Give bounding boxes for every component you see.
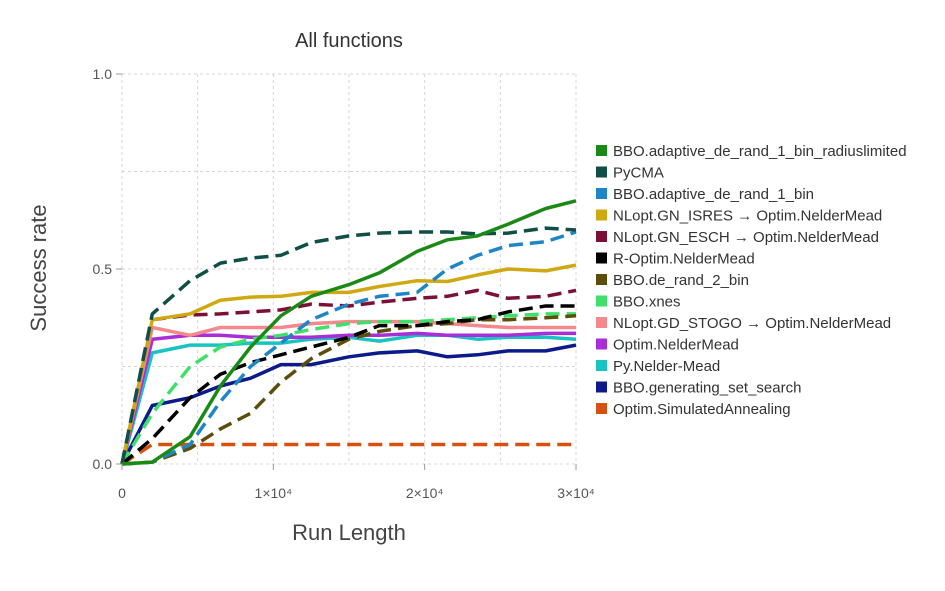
legend-swatch-nlopt-gn-isres-optim-neldermead: [596, 209, 607, 221]
y-tick-label: 0.0: [93, 456, 113, 472]
legend-label-nlopt-gn-esch-optim-neldermead: NLopt.GN_ESCH → Optim.NelderMead: [613, 229, 879, 246]
series-lines: [120, 199, 577, 466]
y-tick-label: 0.5: [93, 261, 113, 277]
legend: BBO.adaptive_de_rand_1_bin_radiuslimited…: [596, 143, 907, 418]
series-line-optim-simulatedannealing: [121, 442, 576, 466]
legend-label-optim-neldermead: Optim.NelderMead: [613, 337, 739, 354]
x-tick-label: 3×10⁴: [557, 485, 595, 501]
series-line-pycma: [120, 226, 577, 465]
series-line-bbo-adaptive-de-rand-1-bin: [121, 230, 577, 466]
legend-label-bbo-adaptive-de-rand-1-bin: BBO.adaptive_de_rand_1_bin: [613, 186, 814, 203]
legend-label-bbo-generating-set-search: BBO.generating_set_search: [613, 380, 801, 397]
legend-swatch-bbo-generating-set-search: [596, 381, 607, 393]
axes: 0.0 0.5 1.0 0 1×10⁴ 2×10⁴ 3×10⁴: [93, 66, 595, 501]
legend-label-bbo-xnes: BBO.xnes: [613, 294, 681, 311]
series-line-bbo-de-rand-2-bin: [121, 314, 577, 466]
legend-swatch-optim-simulatedannealing: [596, 403, 607, 414]
legend-label-nlopt-gn-isres-optim-neldermead: NLopt.GN_ISRES → Optim.NelderMead: [613, 208, 882, 225]
x-tick-label: 0: [118, 485, 126, 501]
legend-swatch-bbo-xnes: [596, 295, 607, 307]
series-line-nlopt-gd-stogo-optim-neldermead: [120, 319, 576, 465]
x-tick-label: 2×10⁴: [406, 485, 444, 501]
y-tick-label: 1.0: [93, 66, 113, 82]
legend-swatch-bbo-de-rand-2-bin: [596, 274, 607, 285]
legend-swatch-pycma: [596, 166, 607, 178]
legend-label-pycma: PyCMA: [613, 165, 664, 182]
legend-swatch-py-nelder-mead: [596, 360, 607, 371]
y-axis-title: Success rate: [26, 204, 51, 331]
legend-label-r-optim-neldermead: R-Optim.NelderMead: [613, 251, 755, 268]
series-line-optim-neldermead: [120, 331, 576, 465]
legend-label-optim-simulatedannealing: Optim.SimulatedAnnealing: [613, 401, 791, 418]
x-tick-label: 1×10⁴: [255, 485, 293, 501]
series-line-bbo-xnes: [120, 312, 576, 465]
series-line-r-optim-neldermead: [120, 304, 576, 466]
series-line-bbo-adaptive-de-rand-1-bin-radiuslimited: [121, 199, 577, 466]
legend-swatch-optim-neldermead: [596, 338, 607, 350]
legend-swatch-r-optim-neldermead: [596, 252, 607, 264]
legend-swatch-bbo-adaptive-de-rand-1-bin-radiuslimited: [596, 145, 607, 156]
x-axis-title: Run Length: [292, 520, 406, 545]
legend-label-nlopt-gd-stogo-optim-neldermead: NLopt.GD_STOGO → Optim.NelderMead: [613, 315, 891, 332]
series-line-nlopt-gn-esch-optim-neldermead: [120, 288, 577, 465]
legend-swatch-nlopt-gd-stogo-optim-neldermead: [596, 317, 607, 328]
chart-title: All functions: [295, 30, 403, 52]
legend-label-bbo-adaptive-de-rand-1-bin-radiuslimited: BBO.adaptive_de_rand_1_bin_radiuslimited: [613, 143, 907, 160]
legend-swatch-bbo-adaptive-de-rand-1-bin: [596, 188, 607, 199]
series-line-nlopt-gn-isres-optim-neldermead: [120, 263, 577, 465]
series-line-bbo-generating-set-search: [120, 343, 577, 465]
legend-swatch-nlopt-gn-esch-optim-neldermead: [596, 231, 607, 242]
series-line-py-nelder-mead: [120, 333, 577, 465]
legend-label-bbo-de-rand-2-bin: BBO.de_rand_2_bin: [613, 272, 749, 289]
legend-label-py-nelder-mead: Py.Nelder-Mead: [613, 358, 720, 375]
